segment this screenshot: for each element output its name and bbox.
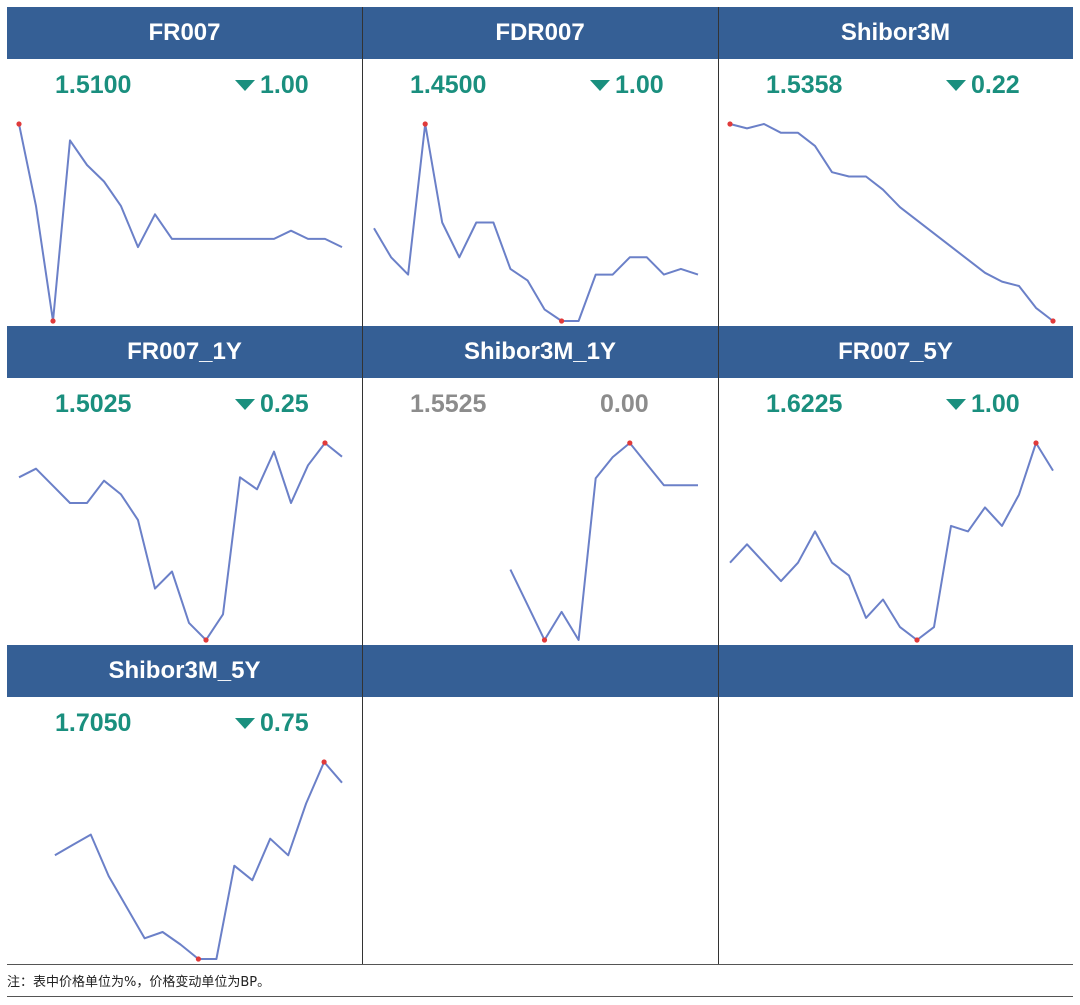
change-text: 1.00: [260, 71, 309, 99]
series-line: [18, 123, 343, 322]
panel-title: FDR007: [362, 7, 718, 59]
panel-title: [362, 645, 718, 697]
down-triangle-icon: [946, 399, 966, 410]
sparkline-chart: [16, 121, 343, 324]
panel-title: Shibor3M: [718, 7, 1073, 59]
bottom-rule-bottom: [7, 996, 1073, 997]
change-value: 0.00: [600, 390, 649, 419]
panel-title: FR007_1Y: [7, 326, 362, 378]
current-value: 1.4500: [410, 71, 487, 99]
extreme-point: [203, 637, 209, 643]
change-value: 1.00: [590, 71, 664, 100]
sparkline-chart: [54, 759, 343, 962]
panel-body: 1.4500 1.00: [362, 59, 718, 326]
down-triangle-icon: [235, 80, 255, 91]
series-line: [54, 761, 343, 960]
panel-fr007-1y: FR007_1Y 1.5025 0.25: [7, 326, 362, 645]
rates-grid: FR007 1.5100 1.00 FDR007 1.4500 1.00 Shibor3M 1…: [7, 7, 1073, 964]
sparkline-chart: [373, 121, 699, 324]
sparkline-chart: [727, 121, 1056, 324]
panel-body: [718, 697, 1073, 964]
footnote: 注：表中价格单位为%，价格变动单位为BP。: [7, 975, 271, 990]
change-text: 0.25: [260, 390, 309, 418]
extreme-point: [16, 121, 22, 127]
panel-shibor3m: Shibor3M 1.5358 0.22: [718, 7, 1073, 326]
down-triangle-icon: [590, 80, 610, 91]
extreme-point: [321, 759, 327, 765]
extreme-point: [727, 121, 733, 127]
sparkline-chart: [729, 440, 1054, 643]
series-line: [729, 442, 1054, 641]
change-text: 0.22: [971, 71, 1020, 99]
current-value: 1.5100: [55, 71, 132, 99]
change-value: 1.00: [235, 71, 309, 100]
panel-shibor3m-5y: Shibor3M_5Y 1.7050 0.75: [7, 645, 362, 964]
panel-title: Shibor3M_1Y: [362, 326, 718, 378]
extreme-point: [627, 440, 633, 446]
panel-body: 1.6225 1.00: [718, 378, 1073, 645]
panel-title: Shibor3M_5Y: [7, 645, 362, 697]
panel-shibor3m-1y: Shibor3M_1Y 1.5525 0.00: [362, 326, 718, 645]
change-value: 0.25: [235, 390, 309, 419]
column-divider: [718, 7, 719, 964]
change-value: 0.22: [946, 71, 1020, 100]
change-text: 1.00: [971, 390, 1020, 418]
panel-body: 1.5525 0.00: [362, 378, 718, 645]
change-value: 1.00: [946, 390, 1020, 419]
extreme-point: [559, 318, 565, 324]
panel-body: 1.5358 0.22: [718, 59, 1073, 326]
current-value: 1.5025: [55, 390, 132, 418]
panel-body: 1.7050 0.75: [7, 697, 362, 964]
extreme-point: [1033, 440, 1039, 446]
extreme-point: [422, 121, 428, 127]
series-line: [18, 442, 343, 641]
current-value: 1.5358: [766, 71, 843, 99]
panel-title: [718, 645, 1073, 697]
sparkline-chart: [18, 440, 343, 643]
change-text: 0.75: [260, 709, 309, 737]
extreme-point: [195, 956, 201, 962]
series-line: [373, 123, 699, 322]
extreme-point: [322, 440, 328, 446]
sparkline-chart: [509, 440, 698, 643]
change-text: 1.00: [615, 71, 664, 99]
down-triangle-icon: [946, 80, 966, 91]
down-triangle-icon: [235, 399, 255, 410]
down-triangle-icon: [235, 718, 255, 729]
column-divider: [362, 7, 363, 964]
current-value: 1.7050: [55, 709, 132, 737]
series-line: [729, 123, 1054, 322]
panel-body: 1.5025 0.25: [7, 378, 362, 645]
change-text: 0.00: [600, 390, 649, 418]
panel-empty-8: [718, 645, 1073, 964]
change-value: 0.75: [235, 709, 309, 738]
extreme-point: [914, 637, 920, 643]
panel-body: 1.5100 1.00: [7, 59, 362, 326]
extreme-point: [50, 318, 56, 324]
current-value: 1.6225: [766, 390, 843, 418]
current-value: 1.5525: [410, 390, 487, 418]
series-line: [509, 442, 698, 641]
panel-title: FR007_5Y: [718, 326, 1073, 378]
extreme-point: [1050, 318, 1056, 324]
panel-fr007-5y: FR007_5Y 1.6225 1.00: [718, 326, 1073, 645]
extreme-point: [541, 637, 548, 643]
bottom-rule-top: [7, 964, 1073, 965]
panel-body: [362, 697, 718, 964]
panel-fr007: FR007 1.5100 1.00: [7, 7, 362, 326]
panel-fdr007: FDR007 1.4500 1.00: [362, 7, 718, 326]
panel-title: FR007: [7, 7, 362, 59]
panel-empty-7: [362, 645, 718, 964]
